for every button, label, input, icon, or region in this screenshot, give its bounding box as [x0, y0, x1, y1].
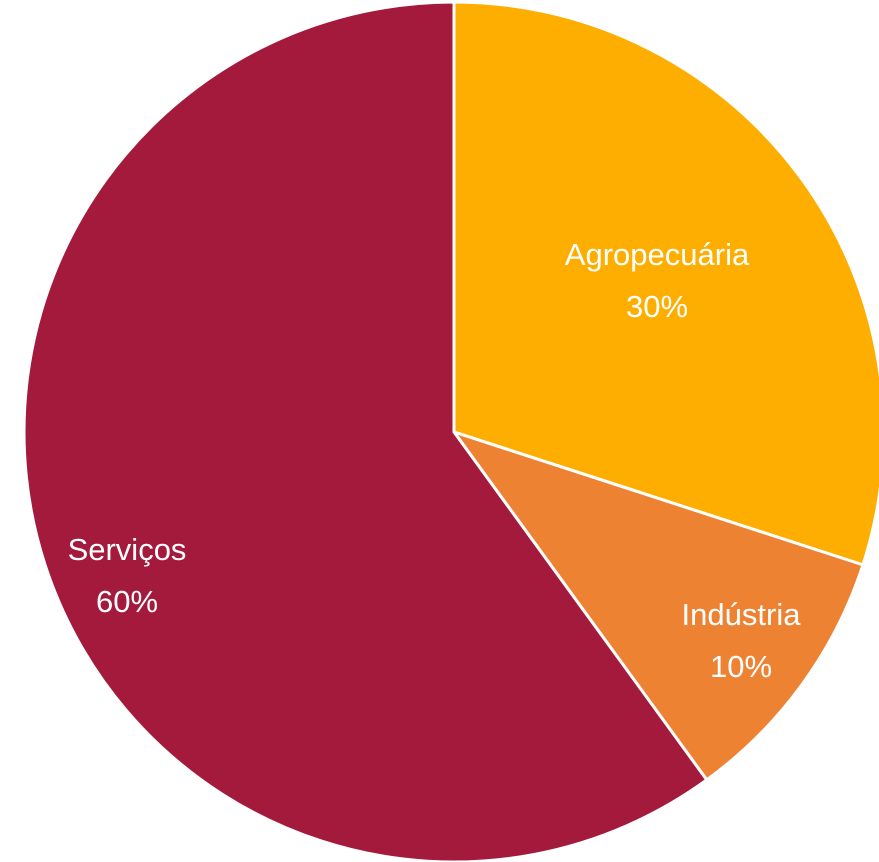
slice-value-servicos: 60% — [96, 584, 158, 619]
slice-label-agropecuaria: Agropecuária — [565, 237, 750, 272]
slice-value-agropecuaria: 30% — [626, 289, 688, 324]
slice-label-servicos: Serviços — [68, 532, 187, 567]
pie-slice-industria — [452, 430, 865, 782]
slice-label-industria: Indústria — [682, 597, 802, 632]
pie-slices — [22, 0, 879, 862]
pie-slice-agropecuaria — [452, 0, 879, 567]
slice-value-industria: 10% — [710, 649, 772, 684]
pie-slice-servicos — [22, 0, 709, 862]
pie-labels: Agropecuária 30% Indústria 10% Serviços 60% — [68, 237, 802, 684]
